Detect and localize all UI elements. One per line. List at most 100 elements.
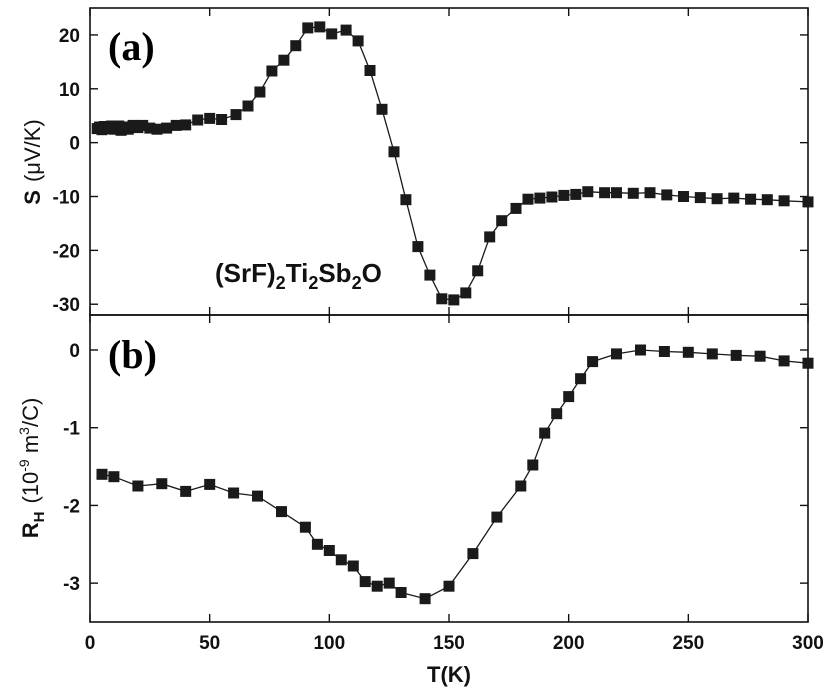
panel-b-data-point	[491, 511, 503, 523]
x-tick-label: 0	[85, 633, 96, 654]
panel-b-data-point	[658, 346, 670, 357]
panel-a-data-point	[278, 54, 290, 66]
panel-b-data-point	[252, 490, 263, 502]
panel-a-data-point	[661, 189, 673, 201]
panel-a-data-point	[180, 119, 192, 131]
panel-a-y-tick-label: 20	[59, 26, 80, 47]
panel-a-markers	[91, 21, 814, 306]
x-tick-label: 50	[199, 633, 220, 654]
panel-b-data-point	[371, 580, 383, 592]
panel-a-data-point	[436, 293, 448, 305]
panel-b-data-point	[383, 577, 395, 589]
panel-b-ticks: -3 -2 -1 0 0 50 100 150 200 250 300	[63, 315, 824, 654]
panel-a-data-point	[678, 191, 689, 202]
panel-a-y-tick-label: -10	[53, 188, 80, 209]
panel-b-y-tick-label: -1	[63, 419, 80, 440]
panel-b-data-point	[527, 459, 539, 471]
panel-a-data-point	[484, 231, 496, 243]
panel-b-data-point	[311, 538, 323, 550]
panel-b-series-path	[101, 349, 809, 600]
panel-b-data-point	[706, 348, 718, 360]
panel-b-y-tick-label: -2	[63, 496, 80, 517]
compound-formula: (SrF)2Ti2Sb2O	[215, 258, 382, 293]
panel-a-data-point	[254, 86, 266, 98]
panel-a-data-point	[376, 103, 388, 115]
panel-a-data-point	[230, 109, 242, 121]
panel-b-data-point	[323, 545, 335, 556]
panel-a-data-point	[170, 119, 182, 131]
panel-b-data-point	[563, 391, 575, 403]
panel-b-data-point	[539, 427, 551, 439]
panel-b-data-point	[96, 468, 108, 480]
panel-b-label: (b)	[108, 332, 157, 377]
panel-a-data-point	[627, 187, 639, 199]
panel-b-data-point	[335, 554, 347, 566]
panel-a-data-point	[570, 188, 582, 200]
panel-a-data-point	[400, 194, 412, 206]
panel-a-data-point	[137, 119, 149, 131]
x-tick-label: 300	[792, 633, 824, 654]
panel-a-data-point	[802, 196, 814, 208]
panel-a-data-point	[644, 187, 656, 199]
panel-a-data-point	[761, 194, 773, 206]
panel-b-data-point	[359, 576, 371, 588]
panel-b-data-point	[443, 580, 455, 592]
panel-a-data-point	[510, 202, 522, 214]
panel-a: -30 -20 -10 0 10 20 (a) (SrF)2Ti2Sb2O S(μV/K)	[20, 7, 814, 316]
panel-a-data-point	[611, 187, 622, 199]
panel-b-y-tick-label: -3	[63, 574, 80, 595]
panel-b-data-point	[299, 521, 311, 533]
panel-a-data-point	[522, 193, 534, 205]
x-tick-label: 250	[672, 633, 704, 654]
panel-a-data-point	[778, 195, 790, 207]
panel-a-data-point	[694, 192, 706, 204]
panel-a-data-point	[558, 189, 570, 201]
panel-a-data-point	[326, 28, 338, 40]
panel-a-data-point	[711, 193, 723, 205]
panel-a-data-point	[448, 294, 460, 306]
x-axis-label: T(K)	[427, 662, 471, 687]
panel-a-data-point	[599, 187, 611, 199]
panel-b-frame	[89, 314, 809, 623]
panel-a-series-line	[96, 26, 809, 301]
panel-a-y-tick-label: 10	[59, 80, 80, 101]
panel-b-data-point	[802, 357, 814, 369]
panel-a-data-point	[204, 112, 216, 124]
panel-a-data-point	[216, 114, 228, 125]
panel-a-series-path	[96, 26, 809, 301]
panel-b-data-point	[587, 356, 599, 368]
panel-b-data-point	[180, 485, 192, 497]
panel-b-data-point	[276, 506, 287, 518]
panel-b-data-point	[575, 373, 587, 385]
panel-b-data-point	[754, 350, 766, 362]
panel-a-data-point	[364, 65, 376, 76]
panel-a-data-point	[144, 122, 156, 134]
panel-b-data-point	[156, 478, 168, 490]
panel-a-data-point	[412, 241, 424, 253]
panel-b-data-point	[347, 560, 359, 572]
panel-a-data-point	[266, 65, 278, 77]
panel-a-data-point	[352, 35, 364, 47]
panel-b-data-point	[682, 346, 694, 358]
panel-a-y-tick-label: -30	[53, 295, 80, 316]
x-tick-label: 200	[553, 633, 585, 654]
panel-a-data-point	[472, 265, 484, 277]
panel-a-data-point	[242, 100, 254, 112]
panel-a-data-point	[460, 287, 472, 299]
panel-a-data-point	[496, 215, 508, 227]
panel-b-data-point	[395, 587, 407, 598]
panel-a-data-point	[290, 40, 302, 52]
panel-a-data-point	[161, 122, 173, 134]
panel-a-data-point	[728, 192, 740, 204]
panel-a-data-point	[314, 21, 326, 33]
panel-b-data-point	[635, 344, 646, 356]
panel-b-data-point	[778, 355, 790, 367]
panel-b-y-axis-label: RH(10-9 m3/C)	[16, 398, 48, 539]
panel-b-data-point	[228, 487, 240, 499]
panel-b-data-point	[108, 471, 120, 483]
panel-b-data-point	[515, 480, 527, 492]
panel-a-label: (a)	[108, 24, 155, 69]
panel-b-data-point	[419, 593, 431, 605]
panel-a-data-point	[151, 123, 163, 135]
